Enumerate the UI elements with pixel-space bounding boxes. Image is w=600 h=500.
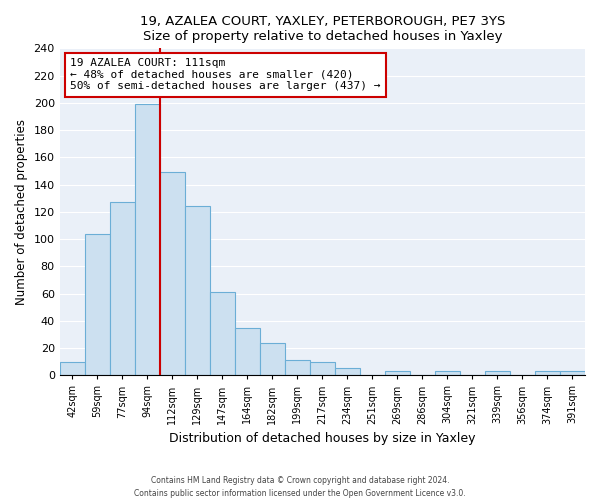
Bar	[135, 104, 160, 376]
Bar	[210, 292, 235, 376]
Bar	[160, 172, 185, 376]
Bar	[335, 368, 360, 376]
Bar	[385, 371, 410, 376]
Bar	[59, 362, 85, 376]
X-axis label: Distribution of detached houses by size in Yaxley: Distribution of detached houses by size …	[169, 432, 476, 445]
Bar	[260, 342, 285, 376]
Bar	[285, 360, 310, 376]
Bar	[85, 234, 110, 376]
Bar	[560, 371, 585, 376]
Y-axis label: Number of detached properties: Number of detached properties	[15, 119, 28, 305]
Bar	[535, 371, 560, 376]
Bar	[435, 371, 460, 376]
Text: 19 AZALEA COURT: 111sqm
← 48% of detached houses are smaller (420)
50% of semi-d: 19 AZALEA COURT: 111sqm ← 48% of detache…	[70, 58, 380, 92]
Bar	[185, 206, 210, 376]
Bar	[310, 362, 335, 376]
Bar	[485, 371, 510, 376]
Text: Contains HM Land Registry data © Crown copyright and database right 2024.
Contai: Contains HM Land Registry data © Crown c…	[134, 476, 466, 498]
Bar	[235, 328, 260, 376]
Bar	[110, 202, 135, 376]
Title: 19, AZALEA COURT, YAXLEY, PETERBOROUGH, PE7 3YS
Size of property relative to det: 19, AZALEA COURT, YAXLEY, PETERBOROUGH, …	[140, 15, 505, 43]
